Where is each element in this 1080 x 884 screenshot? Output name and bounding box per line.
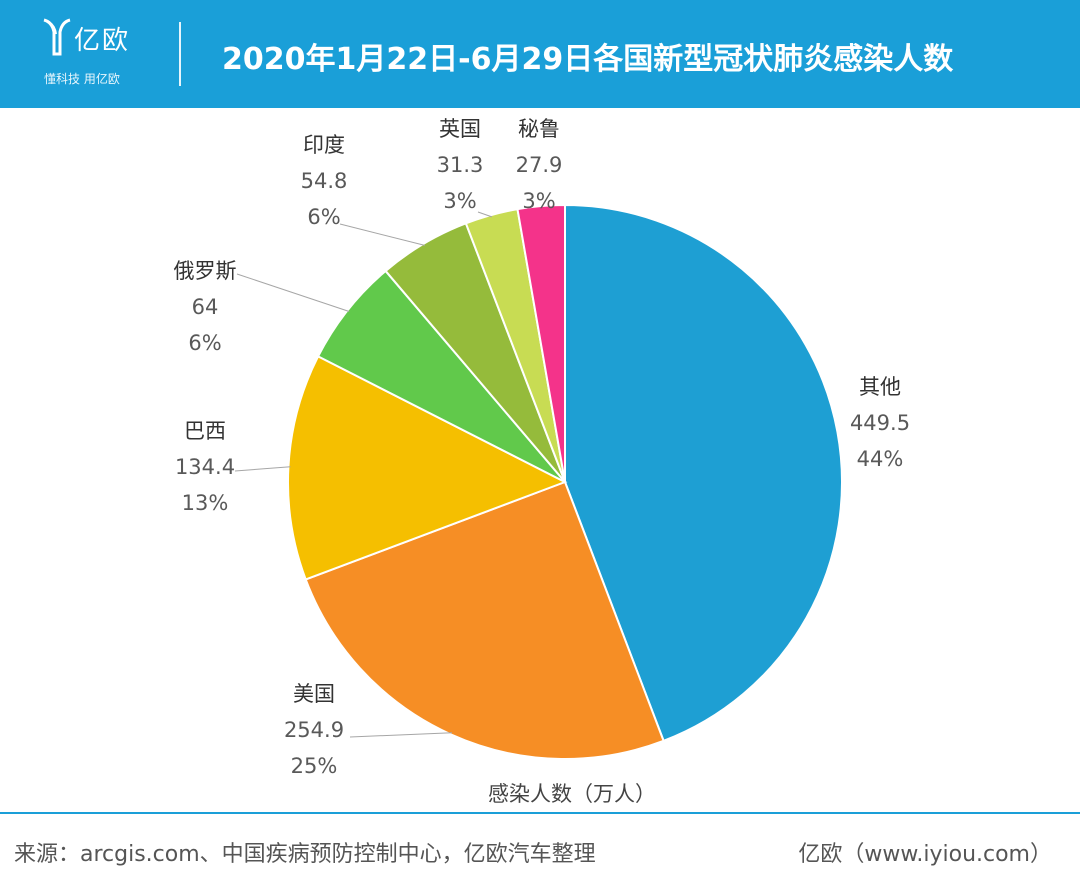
leader-lines	[234, 211, 493, 738]
slice-value-label: 134.4	[175, 455, 235, 479]
logo-name: 亿欧	[74, 26, 131, 56]
slice-percent-label: 3%	[522, 189, 555, 213]
slice-value-label: 449.5	[850, 411, 910, 435]
leader-line	[477, 211, 493, 218]
pie-slice[interactable]	[516, 203, 566, 483]
slice-value-label: 27.9	[516, 153, 563, 177]
slice-percent-label: 13%	[182, 491, 229, 515]
logo-mark-icon	[43, 18, 71, 56]
slice-label: 英国	[439, 117, 481, 141]
logo-tagline: 懂科技 用亿欧	[44, 72, 120, 86]
leader-line	[339, 223, 425, 246]
slice-percent-label: 6%	[188, 331, 221, 355]
footer-divider	[0, 812, 1080, 814]
slice-percent-label: 3%	[443, 189, 476, 213]
pie-chart: 其他 449.5 44% 美国 254.9 25% 巴西 134.4 13% 俄罗斯 64 6% 印度 5…	[174, 117, 911, 806]
slice-label: 印度	[303, 133, 345, 157]
header-banner: 亿欧 懂科技 用亿欧 2020年1月22日-6月29日各国新型冠状肺炎感染人数	[0, 0, 1080, 108]
slice-value-label: 31.3	[437, 153, 484, 177]
slice-percent-label: 25%	[291, 754, 338, 778]
slice-label: 美国	[293, 682, 335, 706]
slice-label: 其他	[859, 375, 901, 399]
slice-label: 秘鲁	[518, 117, 560, 141]
slice-percent-label: 6%	[307, 205, 340, 229]
leader-line	[236, 273, 350, 312]
slice-value-label: 254.9	[284, 718, 344, 742]
leader-line	[349, 732, 453, 738]
slice-label: 巴西	[184, 419, 226, 443]
slice-value-label: 54.8	[301, 169, 348, 193]
header-divider	[179, 22, 181, 86]
slice-percent-label: 44%	[857, 447, 904, 471]
axis-label: 感染人数（万人）	[488, 782, 656, 806]
source-note: 来源：arcgis.com、中国疾病预防控制中心，亿欧汽车整理	[14, 842, 596, 867]
pie-slice[interactable]	[304, 480, 665, 760]
slice-label: 俄罗斯	[174, 259, 237, 283]
slice-labels: 其他 449.5 44% 美国 254.9 25% 巴西 134.4 13% 俄罗斯 64 6% 印度 5…	[174, 117, 911, 778]
chart-title: 2020年1月22日-6月29日各国新型冠状肺炎感染人数	[222, 42, 954, 77]
yiou-logo[interactable]: 亿欧 懂科技 用亿欧	[42, 18, 152, 90]
brand-credit[interactable]: 亿欧（www.iyiou.com）	[798, 842, 1052, 867]
leader-line	[234, 466, 291, 472]
pie-slices	[287, 203, 843, 760]
pie-slice[interactable]	[564, 203, 843, 743]
slice-value-label: 64	[192, 295, 219, 319]
